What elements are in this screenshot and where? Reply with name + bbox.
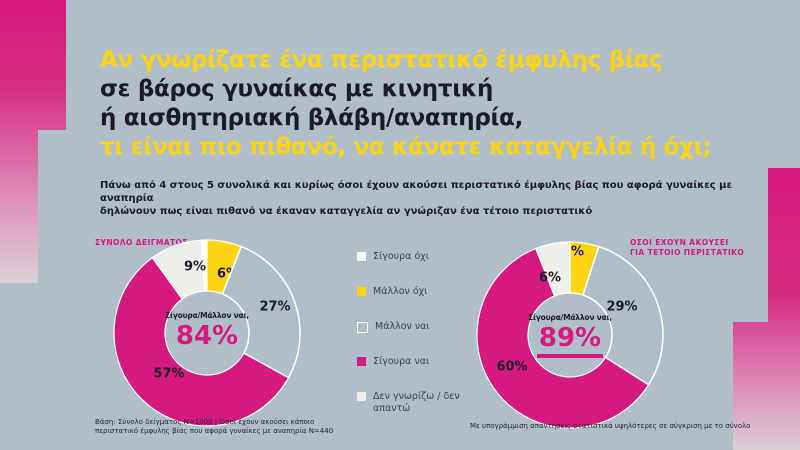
- legend-item: Μάλλον ναι: [357, 321, 461, 333]
- donut-chart-heard-incident: 0%5%29%60%6%: [476, 241, 664, 429]
- chart-legend: Σίγουρα όχι Μάλλον όχι Μάλλον ναι Σίγουρα ν…: [357, 251, 461, 438]
- right-chart-title-line1: ΟΣΟΙ ΕΧΟΥΝ ΑΚΟΥΣΕΙ: [630, 238, 729, 247]
- segment-percent-label: 60%: [496, 360, 527, 375]
- segment-percent-label: 27%: [259, 300, 290, 315]
- title-line: σε βάρος γυναίκας με κινητική: [100, 76, 494, 102]
- legend-label: Δεν γνωρίζω / δεν απαντώ: [373, 391, 460, 414]
- left-donut-center-label: Σίγουρα/Μάλλον ναι,: [165, 311, 249, 320]
- footnote-base-line2: περιστατικό έμφυλης βίας που αφορά γυναί…: [95, 427, 334, 435]
- title-line: ή αισθητηριακή βλάβη/αναπηρία,: [100, 105, 524, 131]
- legend-label: Μάλλον όχι: [373, 286, 428, 297]
- title-line: τι είναι πιο πιθανό, να κάνατε καταγγελί…: [100, 134, 712, 160]
- segment-percent-label: 29%: [606, 300, 637, 315]
- footnote-base: Βάση: Σύνολο δείγματος Ν=1000 | Όσοι έχο…: [95, 418, 355, 436]
- legend-swatch: [357, 392, 366, 401]
- donut-segment: [476, 247, 650, 429]
- page-title: Αν γνωρίζατε ένα περιστατικό έμφυλης βία…: [100, 46, 760, 162]
- left-donut-center-value: 84%: [175, 321, 239, 351]
- right-donut-center-label: Σίγουρα/Μάλλον ναι,: [528, 313, 612, 322]
- legend-item: Σίγουρα όχι: [357, 251, 461, 263]
- right-chart-title: ΟΣΟΙ ΕΧΟΥΝ ΑΚΟΥΣΕΙ ΓΙΑ ΤΕΤΟΙΟ ΠΕΡΙΣΤΑΤΙΚ…: [630, 238, 744, 258]
- left-chart-title: ΣΥΝΟΛΟ ΔΕΙΓΜΑΤΟΣ: [95, 238, 188, 247]
- legend-label: Μάλλον ναι: [375, 321, 430, 332]
- segment-percent-label: 9%: [184, 260, 206, 275]
- donut-segment: [581, 245, 664, 386]
- right-donut-center: Σίγουρα/Μάλλον ναι, 89%: [510, 313, 630, 358]
- donut-segment: [221, 245, 301, 379]
- legend-label: Σίγουρα ναι: [373, 356, 430, 367]
- legend-swatch: [357, 357, 366, 366]
- donut-segment: [534, 241, 571, 297]
- legend-swatch: [357, 322, 368, 333]
- legend-item: Μάλλον όχι: [357, 286, 461, 298]
- right-chart-title-line2: ΓΙΑ ΤΕΤΟΙΟ ΠΕΡΙΣΤΑΤΙΚΟ: [630, 248, 745, 257]
- legend-item: Δεν γνωρίζω / δεν απαντώ: [357, 391, 461, 415]
- subtitle-line: Πάνω από 4 στους 5 συνολικά και κυρίως ό…: [100, 180, 733, 204]
- left-donut-center: Σίγουρα/Μάλλον ναι, 84%: [147, 311, 267, 350]
- subtitle-line: δηλώνουν πως είναι πιθανό να έκαναν κατα…: [100, 206, 593, 217]
- right-donut-center-value: 89%: [536, 324, 604, 358]
- segment-percent-label: 57%: [153, 367, 184, 382]
- legend-item: Σίγουρα ναι: [357, 356, 461, 368]
- legend-label: Σίγουρα όχι: [373, 251, 429, 262]
- legend-swatch: [357, 252, 366, 261]
- donut-chart-total-sample: 1%6%27%57%9%: [113, 239, 301, 427]
- footnote-base-line1: Βάση: Σύνολο δείγματος Ν=1000 | Όσοι έχο…: [95, 418, 315, 426]
- decor-left-gradient-shape: [0, 0, 66, 283]
- footnote-significance: Με υπογράμμιση απαντήσεις στατιστικά υψη…: [470, 422, 751, 430]
- donut-segment: [113, 256, 290, 427]
- page-subtitle: Πάνω από 4 στους 5 συνολικά και κυρίως ό…: [100, 179, 760, 218]
- title-line: Αν γνωρίζατε ένα περιστατικό έμφυλης βία…: [100, 47, 663, 73]
- donut-segment: [151, 239, 205, 300]
- header: Αν γνωρίζατε ένα περιστατικό έμφυλης βία…: [100, 46, 760, 218]
- legend-swatch: [357, 287, 366, 296]
- segment-percent-label: 6%: [539, 271, 561, 286]
